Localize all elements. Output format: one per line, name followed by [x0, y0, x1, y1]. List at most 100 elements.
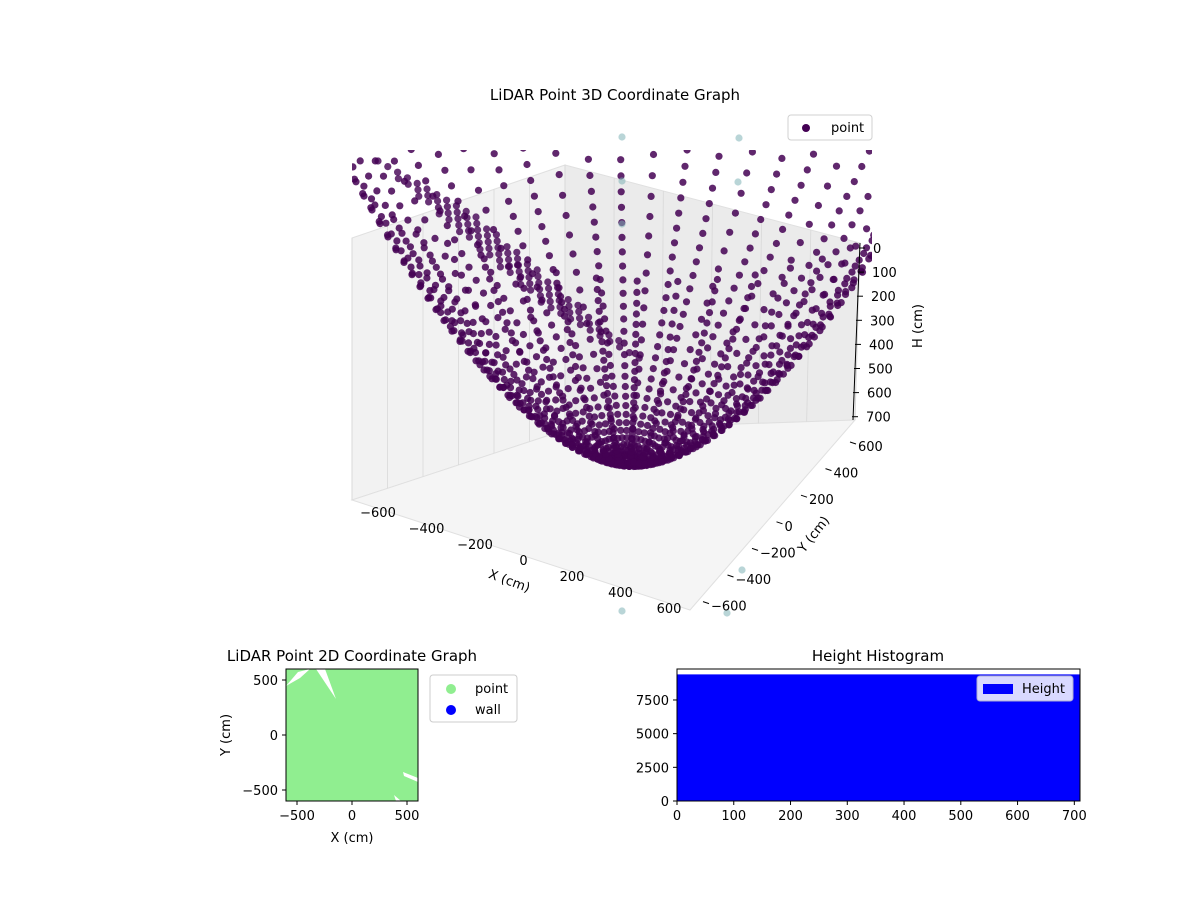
- scatter-point: [403, 174, 411, 182]
- scatter-point: [850, 178, 858, 186]
- scatter-point: [535, 279, 543, 287]
- scatter-point: [805, 261, 813, 269]
- y-tick-3d: [776, 521, 783, 525]
- scatter-point: [431, 234, 439, 242]
- scatter-point: [809, 320, 817, 328]
- scatter-point: [713, 275, 722, 284]
- scatter-point: [699, 229, 707, 237]
- scatter-point: [555, 418, 563, 426]
- scatter-point: [750, 377, 758, 385]
- scatter-point: [565, 410, 574, 418]
- scatter-point: [605, 350, 613, 358]
- scatter-point: [559, 396, 567, 404]
- scatter-point: [525, 366, 533, 374]
- scatter-point: [621, 362, 629, 370]
- scatter-point: [647, 460, 655, 468]
- scatter-point: [490, 286, 498, 294]
- scatter-point: [574, 301, 582, 309]
- scatter-point: [529, 375, 537, 383]
- scatter-point: [894, 196, 901, 203]
- y-tick-3d: [727, 574, 734, 578]
- scatter-point: [750, 386, 758, 394]
- scatter-point: [709, 333, 717, 341]
- scatter-point: [465, 227, 473, 235]
- scatter-point: [637, 336, 646, 344]
- scatter-point: [580, 105, 587, 112]
- z-tick-label: 500: [868, 363, 893, 378]
- scatter-point: [714, 321, 722, 329]
- scatter-point: [892, 212, 899, 219]
- scatter-point: [691, 415, 700, 423]
- scatter-point: [692, 258, 700, 266]
- scatter-point: [692, 389, 700, 397]
- scatter-point: [800, 88, 807, 95]
- scatter-point: [492, 375, 500, 383]
- scatter-point: [583, 374, 591, 382]
- scatter-point: [519, 399, 527, 407]
- scatter-point: [640, 429, 648, 437]
- scatter-point: [527, 286, 535, 294]
- scatter-point: [632, 340, 640, 348]
- scatter-point: [850, 276, 858, 284]
- scatter-point: [682, 390, 690, 398]
- scatter-point: [409, 84, 416, 91]
- scatter-point: [735, 271, 744, 279]
- scatter-point: [457, 309, 465, 317]
- scatter-point: [581, 427, 589, 435]
- scatter-point: [902, 182, 909, 189]
- scatter-point: [643, 421, 652, 430]
- scatter-point: [778, 273, 786, 281]
- scatter-point: [536, 337, 544, 345]
- scatter-point: [437, 297, 445, 305]
- scatter-point: [778, 154, 786, 162]
- scatter-point: [485, 367, 493, 375]
- scatter-point: [343, 161, 350, 168]
- scatter-point: [563, 326, 571, 334]
- scatter-point: [664, 398, 672, 406]
- scatter-point: [525, 406, 533, 414]
- scatter-point: [537, 298, 545, 306]
- scatter-point: [651, 129, 658, 136]
- scatter-point: [438, 79, 445, 86]
- scatter-point: [509, 212, 517, 220]
- scatter-point: [689, 271, 697, 280]
- scatter-point: [519, 330, 528, 339]
- scatter-point: [747, 282, 756, 291]
- scatter-point: [772, 239, 781, 248]
- scatter-point: [860, 249, 868, 258]
- scatter-point: [704, 344, 712, 352]
- scatter-point: [833, 299, 841, 307]
- scatter-point: [506, 268, 514, 277]
- scatter-point: [660, 306, 668, 315]
- y-tick-3d: [751, 547, 759, 551]
- scatter-point: [803, 166, 811, 174]
- scatter-point: [787, 256, 795, 264]
- chart-2d: LiDAR Point 2D Coordinate Graph −500 0 500…: [219, 647, 518, 846]
- scatter-point: [506, 384, 515, 392]
- scatter-point: [749, 394, 758, 402]
- scatter-point: [630, 399, 638, 407]
- faint-point: [618, 177, 626, 185]
- scatter-point: [834, 286, 843, 294]
- scatter-point: [807, 279, 815, 287]
- scatter-point: [428, 135, 435, 142]
- scatter-point: [514, 261, 523, 269]
- scatter-point: [595, 325, 603, 333]
- z-tick-label: 100: [872, 266, 897, 281]
- scatter-point: [445, 287, 453, 295]
- scatter-point: [643, 251, 652, 259]
- scatter-point: [694, 60, 701, 67]
- scatter-point: [476, 245, 484, 253]
- scatter-point: [601, 420, 610, 428]
- scatter-point: [885, 189, 892, 196]
- scatter-point: [542, 237, 550, 245]
- scatter-point: [545, 252, 554, 260]
- scatter-point: [513, 319, 521, 327]
- scatter-point: [502, 347, 510, 355]
- x-tick-label-histogram: 700: [1062, 809, 1087, 824]
- scatter-point: [733, 400, 741, 408]
- legend-histogram-label: Height: [1022, 682, 1065, 697]
- scatter-point: [621, 372, 629, 380]
- scatter-point: [408, 271, 416, 279]
